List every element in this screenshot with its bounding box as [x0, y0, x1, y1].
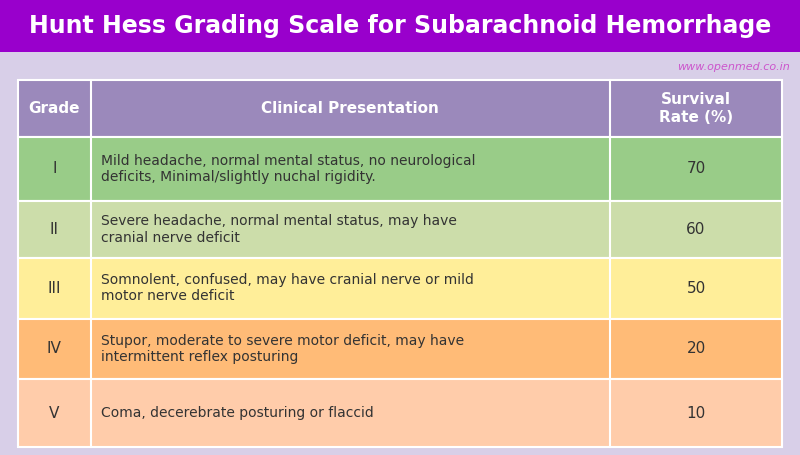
Text: 10: 10	[686, 405, 706, 420]
Bar	[18, 258, 782, 318]
Text: Coma, decerebrate posturing or flaccid: Coma, decerebrate posturing or flaccid	[101, 406, 374, 420]
Bar	[0, 0, 800, 52]
Text: V: V	[49, 405, 59, 420]
Text: II: II	[50, 222, 58, 237]
Text: Stupor, moderate to severe motor deficit, may have
intermittent reflex posturing: Stupor, moderate to severe motor deficit…	[101, 334, 464, 364]
Bar	[18, 318, 782, 379]
Text: III: III	[47, 281, 61, 296]
Bar	[18, 80, 782, 137]
Text: IV: IV	[47, 341, 62, 356]
Bar	[18, 379, 782, 447]
Bar	[18, 137, 782, 201]
Text: Somnolent, confused, may have cranial nerve or mild
motor nerve deficit: Somnolent, confused, may have cranial ne…	[101, 273, 474, 303]
Text: Grade: Grade	[29, 101, 80, 116]
Text: 60: 60	[686, 222, 706, 237]
Text: www.openmed.co.in: www.openmed.co.in	[678, 62, 790, 72]
Bar	[18, 201, 782, 258]
Text: Mild headache, normal mental status, no neurological
deficits, Minimal/slightly : Mild headache, normal mental status, no …	[101, 154, 475, 184]
Text: Clinical Presentation: Clinical Presentation	[262, 101, 439, 116]
Text: Severe headache, normal mental status, may have
cranial nerve deficit: Severe headache, normal mental status, m…	[101, 214, 457, 245]
Text: 70: 70	[686, 162, 706, 177]
Text: 20: 20	[686, 341, 706, 356]
Text: 50: 50	[686, 281, 706, 296]
Text: Hunt Hess Grading Scale for Subarachnoid Hemorrhage: Hunt Hess Grading Scale for Subarachnoid…	[29, 14, 771, 38]
Text: I: I	[52, 162, 57, 177]
Text: Survival
Rate (%): Survival Rate (%)	[659, 92, 733, 125]
